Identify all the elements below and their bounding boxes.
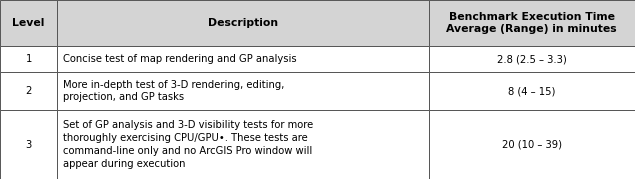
Text: 2.8 (2.5 – 3.3): 2.8 (2.5 – 3.3): [497, 54, 566, 64]
Text: Level: Level: [13, 18, 44, 28]
Bar: [0, 72, 57, 110]
Text: Benchmark Execution Time
Average (Range) in minutes: Benchmark Execution Time Average (Range)…: [446, 12, 617, 34]
Bar: [429, 72, 635, 110]
Text: 8 (4 – 15): 8 (4 – 15): [508, 86, 556, 96]
Bar: [57, 46, 429, 72]
Bar: [429, 0, 635, 46]
Text: 3: 3: [25, 139, 32, 149]
Bar: [0, 46, 57, 72]
Text: Set of GP analysis and 3-D visibility tests for more
thoroughly exercising CPU/G: Set of GP analysis and 3-D visibility te…: [63, 120, 313, 169]
Text: 20 (10 – 39): 20 (10 – 39): [502, 139, 562, 149]
Text: More in-depth test of 3-D rendering, editing,
projection, and GP tasks: More in-depth test of 3-D rendering, edi…: [63, 80, 284, 102]
Bar: [57, 0, 429, 46]
Bar: [57, 72, 429, 110]
Bar: [429, 110, 635, 179]
Bar: [0, 110, 57, 179]
Text: Concise test of map rendering and GP analysis: Concise test of map rendering and GP ana…: [63, 54, 297, 64]
Bar: [429, 46, 635, 72]
Text: Description: Description: [208, 18, 278, 28]
Text: 1: 1: [25, 54, 32, 64]
Text: 2: 2: [25, 86, 32, 96]
Bar: [0, 0, 57, 46]
Bar: [57, 110, 429, 179]
